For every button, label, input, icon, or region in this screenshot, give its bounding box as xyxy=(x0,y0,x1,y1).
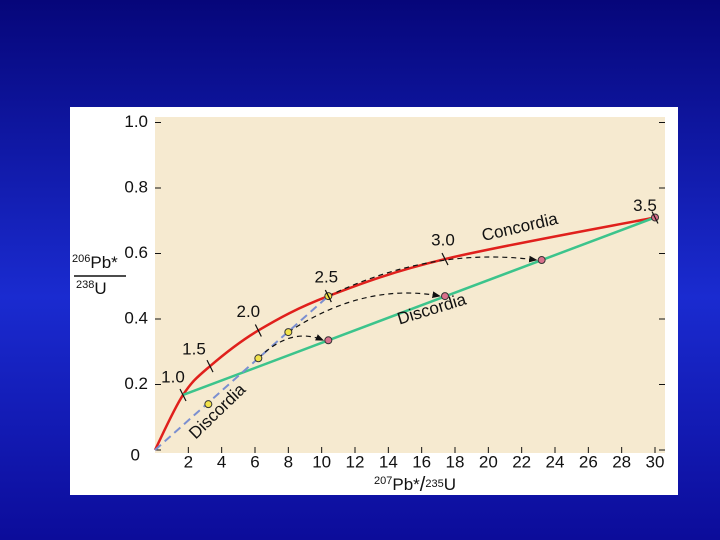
series-line xyxy=(153,216,656,451)
x-label-main: Pb* xyxy=(392,475,420,494)
x-label-den-main: U xyxy=(444,475,456,494)
age-tick xyxy=(441,252,449,266)
y-tick-label: 0.4 xyxy=(124,308,148,327)
x-label-sup: 207 xyxy=(374,475,392,487)
age-label: 2.0 xyxy=(237,302,261,321)
data-point xyxy=(204,400,213,409)
x-tick-label: 26 xyxy=(579,452,598,471)
y-axis-label-denominator: 238U xyxy=(76,279,107,299)
y-label-sup: 206 xyxy=(72,253,90,265)
age-tick xyxy=(179,388,187,402)
x-label-den-sup: 235 xyxy=(425,478,443,490)
y-label-main: Pb* xyxy=(90,253,118,272)
data-point xyxy=(284,328,293,337)
evolution-arrow xyxy=(288,291,441,333)
age-tick xyxy=(254,324,262,337)
y-tick-label: 0 xyxy=(131,445,140,464)
x-tick-label: 6 xyxy=(250,452,259,471)
x-tick-label: 12 xyxy=(346,452,365,471)
data-point xyxy=(324,336,333,345)
y-tick-label: 0.2 xyxy=(124,374,148,393)
evolution-arrow xyxy=(257,334,325,359)
x-tick-label: 14 xyxy=(379,452,398,471)
y-tick-label: 1.0 xyxy=(124,112,148,131)
x-tick-label: 8 xyxy=(284,452,293,471)
x-tick-label: 28 xyxy=(612,452,631,471)
age-tick xyxy=(206,359,214,373)
x-tick-label: 16 xyxy=(412,452,431,471)
x-tick-label: 10 xyxy=(312,452,331,471)
x-tick-label: 2 xyxy=(184,452,193,471)
x-tick-label: 18 xyxy=(446,452,465,471)
y-label-den-main: U xyxy=(94,279,106,298)
data-point xyxy=(537,256,546,265)
data-point xyxy=(254,354,263,363)
x-tick-label: 4 xyxy=(217,452,226,471)
x-tick-label: 20 xyxy=(479,452,498,471)
age-tick xyxy=(324,289,332,303)
x-tick-label: 30 xyxy=(646,452,665,471)
x-tick-label: 22 xyxy=(512,452,531,471)
evolution-arrow xyxy=(328,255,538,297)
age-label: 3.5 xyxy=(633,196,657,215)
age-label: 3.0 xyxy=(431,231,455,250)
y-tick-label: 0.6 xyxy=(124,243,148,262)
y-axis-label: 206Pb* xyxy=(72,253,118,273)
age-label: 1.5 xyxy=(182,340,206,359)
y-tick-label: 0.8 xyxy=(124,177,148,196)
series-line xyxy=(182,216,656,397)
data-point xyxy=(441,292,449,301)
age-label: 1.0 xyxy=(161,367,185,386)
x-label-slash: / xyxy=(420,474,426,496)
series-line xyxy=(154,295,329,451)
age-tick xyxy=(651,211,659,224)
y-label-den-sup: 238 xyxy=(76,279,94,291)
plot-area xyxy=(155,117,665,453)
x-axis-label: 207Pb*/235U xyxy=(374,474,456,496)
x-tick-label: 24 xyxy=(546,452,565,471)
age-label: 2.5 xyxy=(315,268,339,287)
